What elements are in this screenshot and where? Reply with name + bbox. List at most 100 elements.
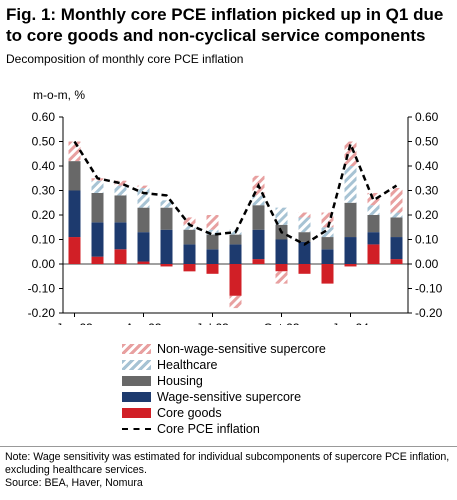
bar-wage-supercore (321, 249, 334, 264)
bar-housing (252, 205, 265, 230)
legend-label-non-wage: Non-wage-sensitive supercore (157, 342, 326, 356)
bar-healthcare (183, 224, 196, 230)
bar-wage-supercore (137, 232, 150, 262)
bar-healthcare (114, 185, 127, 196)
bar-housing (91, 192, 104, 223)
y-tick-label-right: -0.20 (415, 306, 443, 320)
bar-housing (68, 161, 81, 191)
x-tick-label: Jul-23 (196, 321, 229, 325)
bar-wage-supercore (344, 237, 357, 264)
bar-housing (137, 207, 150, 233)
y-tick-label-left: 0.20 (32, 208, 56, 222)
bar-non-wage-supercore (114, 180, 127, 186)
y-tick-label-right: 0.00 (415, 257, 439, 271)
bar-core-goods (229, 264, 242, 296)
legend-swatch-healthcare (122, 360, 151, 370)
bar-healthcare (298, 217, 311, 233)
bar-healthcare (252, 195, 265, 206)
x-tick-label: Jan-23 (56, 321, 93, 325)
bar-core-goods (68, 237, 81, 264)
bar-housing (367, 215, 380, 233)
legend-swatch-core-pce (122, 428, 151, 430)
legend-item-healthcare: Healthcare (122, 357, 326, 373)
bar-wage-supercore (367, 232, 380, 245)
bar-wage-supercore (206, 249, 219, 264)
y-tick-label-left: 0.30 (32, 184, 56, 198)
footer-divider (0, 446, 457, 447)
chart-plot: 0.60 0.50 0.40 0.30 0.20 0.10 0.00 -0.10 -0.20 0.… (28, 110, 443, 325)
bar-core-goods (275, 264, 288, 272)
bar-wage-supercore (275, 239, 288, 264)
bar-wage-supercore (160, 229, 173, 264)
legend-item-non-wage: Non-wage-sensitive supercore (122, 341, 326, 357)
y-tick-label-left: -0.10 (28, 282, 56, 296)
bar-healthcare (344, 166, 357, 203)
note-text: Note: Wage sensitivity was estimated for… (5, 451, 450, 476)
bar-wage-supercore (229, 244, 242, 264)
bar-core-goods (344, 264, 357, 267)
bar-non-wage-supercore (390, 188, 403, 213)
y-tick-label-left: 0.10 (32, 233, 56, 247)
bar-healthcare (390, 212, 403, 218)
bar-healthcare (275, 207, 288, 225)
y-tick-label-right: 0.30 (415, 184, 439, 198)
y-tick-label-right: 0.60 (415, 110, 439, 124)
y-tick-label-left: -0.20 (28, 306, 56, 320)
y-tick-label-right: 0.10 (415, 233, 439, 247)
y-tick-label-left: 0.60 (32, 110, 56, 124)
legend-item-core-pce: Core PCE inflation (122, 421, 326, 437)
chart-title: Fig. 1: Monthly core PCE inflation picke… (6, 5, 444, 45)
bar-housing (160, 207, 173, 230)
bar-core-goods (114, 249, 127, 264)
bar-wage-supercore (183, 244, 196, 264)
legend-label-housing: Housing (157, 374, 203, 388)
unit-label: m-o-m, % (33, 88, 85, 102)
bar-non-wage-supercore (298, 212, 311, 218)
bar-non-wage-supercore (229, 295, 242, 309)
bar-wage-supercore (252, 229, 265, 260)
legend-swatch-core-goods (122, 408, 151, 418)
legend-swatch-wage (122, 392, 151, 402)
bar-housing (298, 232, 311, 242)
bar-housing (229, 234, 242, 245)
bar-housing (390, 217, 403, 238)
bar-core-goods (183, 264, 196, 272)
y-tick-label-right: -0.10 (415, 282, 443, 296)
bar-housing (114, 195, 127, 223)
x-tick-label: Jan-24 (332, 321, 369, 325)
legend-swatch-housing (122, 376, 151, 386)
source-text: Source: BEA, Haver, Nomura (5, 477, 143, 489)
bar-core-goods (160, 264, 173, 267)
bar-healthcare (160, 200, 173, 208)
bar-core-goods (390, 259, 403, 264)
legend-label-core-goods: Core goods (157, 406, 222, 420)
x-tick-label: Oct-23 (263, 321, 299, 325)
bar-wage-supercore (91, 222, 104, 257)
bar-non-wage-supercore (183, 217, 196, 225)
core-pce-line (73, 140, 398, 246)
y-tick-label-right: 0.40 (415, 159, 439, 173)
y-tick-label-left: 0.00 (32, 257, 56, 271)
bar-core-goods (252, 259, 265, 264)
bar-housing (206, 234, 219, 250)
bar-healthcare (321, 227, 334, 238)
bar-healthcare (91, 180, 104, 193)
legend-label-wage: Wage-sensitive supercore (157, 390, 302, 404)
y-tick-label-left: 0.50 (32, 135, 56, 149)
bar-non-wage-supercore (275, 271, 288, 284)
bar-core-goods (367, 244, 380, 264)
bar-core-goods (206, 264, 219, 274)
bar-non-wage-supercore (206, 215, 219, 230)
legend-item-core-goods: Core goods (122, 405, 326, 421)
legend-label-core-pce: Core PCE inflation (157, 422, 260, 436)
chart-subtitle: Decomposition of monthly core PCE inflat… (6, 52, 244, 66)
legend-label-healthcare: Healthcare (157, 358, 218, 372)
bar-core-goods (91, 256, 104, 264)
bar-wage-supercore (114, 222, 127, 250)
y-tick-label-right: 0.50 (415, 135, 439, 149)
bar-core-goods (137, 261, 150, 264)
legend-swatch-non-wage (122, 344, 151, 354)
y-tick-label-left: 0.40 (32, 159, 56, 173)
bar-non-wage-supercore (68, 141, 81, 162)
bar-healthcare (367, 205, 380, 215)
